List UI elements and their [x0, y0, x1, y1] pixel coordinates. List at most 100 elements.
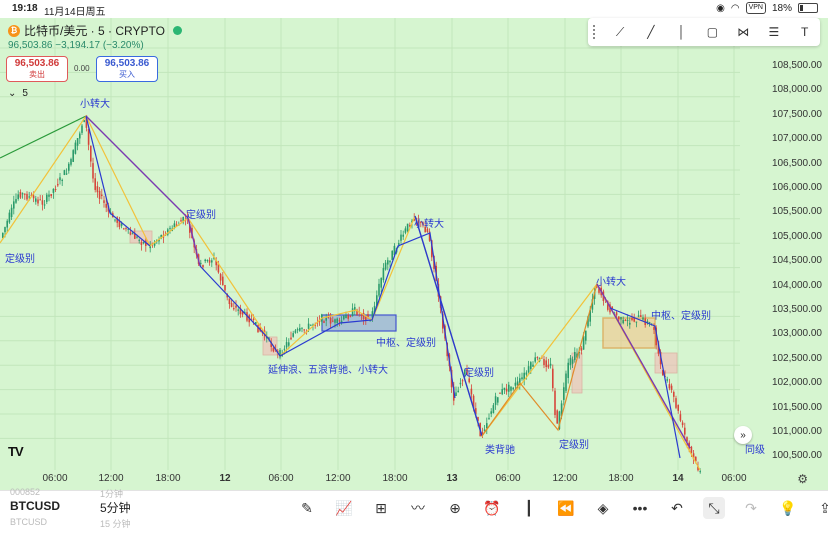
indicators-icon[interactable]: 📈 — [335, 499, 353, 516]
chart-area[interactable] — [0, 18, 828, 490]
candle-body — [574, 351, 576, 361]
candle-body — [241, 310, 244, 315]
candle-body — [673, 391, 675, 397]
undo-icon[interactable]: ↶ — [671, 499, 683, 516]
candle-body — [677, 404, 679, 411]
candle-body — [158, 239, 160, 242]
trendline-tool-icon[interactable]: ⟋ — [615, 24, 625, 39]
annotation-label: 中枢、定级别 — [376, 338, 436, 349]
bottom-tools: ✎ 📈 ⊞ 〰 ⊕ ⏰ ┃ ⏪ ◈ ••• ↶ ⤡ ↷ 💡 ⇪ — [296, 497, 828, 519]
candle-body — [699, 471, 701, 473]
candle-body — [516, 381, 519, 386]
candle-body — [94, 178, 96, 190]
stroke-lines — [0, 114, 701, 471]
candle-body — [354, 307, 356, 312]
candle-body — [455, 392, 457, 396]
price-axis[interactable]: 108,500.00 108,000.00 107,500.00 107,000.00… — [740, 18, 828, 470]
candle-body — [255, 322, 257, 325]
vpn-badge: VPN — [745, 2, 766, 14]
symbol-header[interactable]: ₿ 比特币/美元 · 5 · CRYPTO — [8, 22, 182, 39]
candle-body — [332, 320, 334, 322]
redo-icon[interactable]: ↷ — [745, 499, 757, 516]
annotation-label: 小转大 — [596, 277, 626, 288]
scroll-to-realtime-button[interactable]: » — [734, 426, 752, 444]
candle-body — [470, 388, 473, 395]
candle-style-icon[interactable]: ┃ — [524, 499, 534, 516]
fib-tool-icon[interactable]: ☰ — [768, 25, 780, 39]
candle-body — [233, 308, 235, 310]
indicator-collapse-toggle[interactable]: ⌄ 5 — [8, 88, 28, 99]
candle-body — [48, 194, 50, 197]
chart-settings-gear-icon[interactable]: ⚙ — [797, 472, 808, 486]
candle-body — [85, 115, 88, 128]
candle-body — [413, 218, 415, 221]
collapse-icon[interactable]: ⤡ — [703, 497, 725, 519]
candle-body — [252, 318, 255, 320]
candle-body — [4, 227, 6, 233]
candle-body — [549, 363, 552, 366]
candle-body — [301, 327, 303, 329]
candle-body — [343, 315, 345, 320]
candle-body — [589, 309, 591, 322]
candle-body — [468, 378, 470, 383]
time-axis-label: 12:00 — [98, 473, 124, 484]
candle-body — [24, 193, 26, 195]
price-chart[interactable] — [0, 18, 828, 490]
symbol-title[interactable]: 比特币/美元 · 5 · CRYPTO — [24, 24, 165, 38]
candle-body — [642, 317, 644, 320]
pattern-tool-icon[interactable]: ⋈ — [737, 25, 750, 39]
templates-icon[interactable]: ⊞ — [375, 499, 387, 516]
more-icon[interactable]: ••• — [632, 500, 648, 516]
candle-body — [167, 229, 169, 235]
vertical-line-icon[interactable]: │ — [677, 25, 686, 39]
candle-body — [65, 173, 68, 175]
candle-body — [290, 337, 292, 340]
candle-body — [72, 150, 74, 162]
candle-body — [237, 309, 239, 311]
drawing-tools-icon[interactable]: 〰 — [411, 500, 425, 516]
candle-body — [96, 186, 99, 193]
candle-body — [384, 262, 387, 270]
candle-body — [477, 416, 479, 421]
share-icon[interactable]: ⇪ — [819, 499, 828, 516]
candle-body — [125, 228, 127, 230]
interval-selector[interactable]: 5分钟 — [100, 501, 131, 515]
time-axis[interactable]: 06:00 12:00 18:00 12 06:00 12:00 18:00 13 06:00 1… — [0, 470, 828, 490]
layers-icon[interactable]: ◈ — [597, 499, 609, 516]
toolbar-grip-icon[interactable] — [593, 25, 599, 39]
candle-body — [534, 357, 536, 362]
segment-line — [85, 115, 151, 247]
chart-grid — [0, 18, 740, 470]
brush-icon[interactable]: ✎ — [301, 499, 313, 516]
add-icon[interactable]: ⊕ — [449, 499, 461, 516]
candle-body — [50, 194, 52, 197]
buy-button[interactable]: 96,503.86 买入 — [96, 56, 158, 82]
candle-body — [307, 323, 310, 329]
time-axis-label: 18:00 — [608, 473, 634, 484]
candle-body — [552, 368, 554, 389]
text-tool-icon[interactable]: T — [800, 25, 809, 39]
candle-body — [472, 395, 475, 408]
ray-tool-icon[interactable]: ╱ — [647, 25, 655, 39]
candle-body — [180, 220, 182, 222]
candle-body — [204, 259, 206, 262]
time-axis-label: 14 — [672, 473, 684, 484]
candle-body — [565, 373, 567, 391]
candle-body — [32, 195, 35, 199]
candle-body — [503, 387, 506, 390]
candle-body — [2, 232, 4, 238]
candle-body — [10, 207, 13, 218]
idea-icon[interactable]: 💡 — [779, 499, 797, 516]
price-axis-label: 104,500.00 — [771, 255, 822, 267]
ticker-selector[interactable]: BTCUSD — [10, 499, 60, 513]
segment-line — [85, 115, 201, 267]
candle-body — [323, 321, 325, 323]
segment-line — [199, 265, 281, 357]
rectangle-tool-icon[interactable]: ▢ — [706, 25, 719, 39]
candle-body — [391, 250, 393, 261]
replay-icon[interactable]: ⏪ — [557, 499, 575, 516]
sell-button[interactable]: 96,503.86 卖出 — [6, 56, 68, 82]
candle-body — [488, 417, 490, 419]
candle-body — [541, 357, 543, 359]
alert-clock-icon[interactable]: ⏰ — [483, 499, 501, 516]
